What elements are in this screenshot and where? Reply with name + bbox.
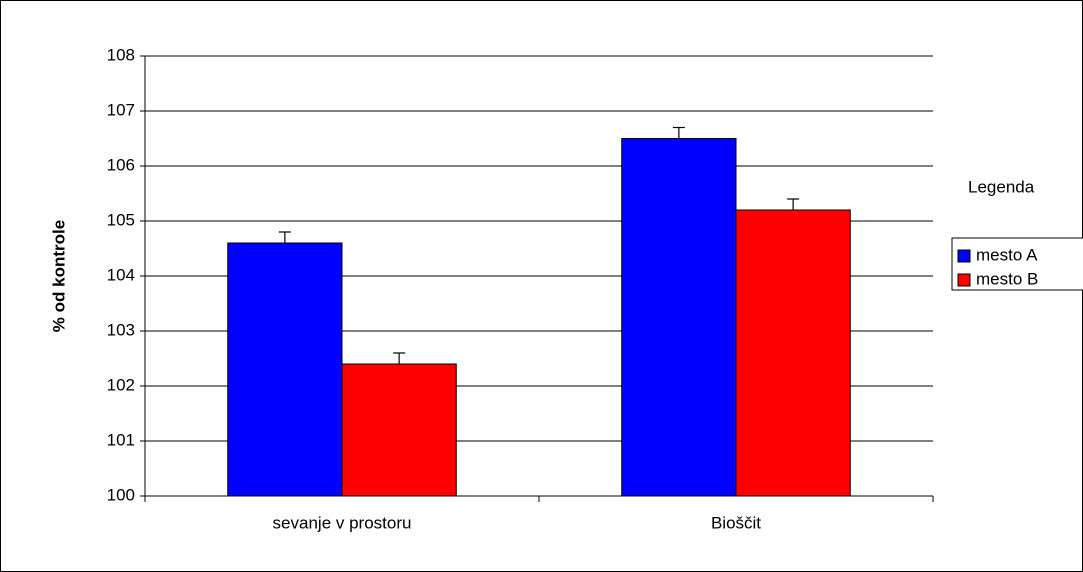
y-tick-label: 102 (107, 375, 135, 394)
legend-label: mesto A (976, 245, 1038, 264)
legend-title: Legenda (968, 177, 1035, 196)
y-tick-label: 101 (107, 430, 135, 449)
y-tick-label: 106 (107, 155, 135, 174)
legend-swatch (957, 249, 971, 263)
legend-label: mesto B (976, 269, 1038, 288)
x-tick-label: sevanje v prostoru (273, 513, 412, 532)
y-tick-label: 105 (107, 210, 135, 229)
x-tick-label: Bioščit (711, 513, 761, 532)
legend-box (951, 237, 1083, 291)
y-tick-label: 108 (107, 45, 135, 64)
y-tick-label: 103 (107, 320, 135, 339)
bar (227, 242, 343, 497)
bar (341, 363, 457, 497)
legend-swatch (957, 273, 971, 287)
bar (735, 209, 851, 497)
bar (621, 138, 737, 497)
y-tick-label: 100 (107, 485, 135, 504)
y-tick-label: 104 (107, 265, 135, 284)
y-axis-label: % od kontrole (49, 220, 68, 332)
y-tick-label: 107 (107, 100, 135, 119)
